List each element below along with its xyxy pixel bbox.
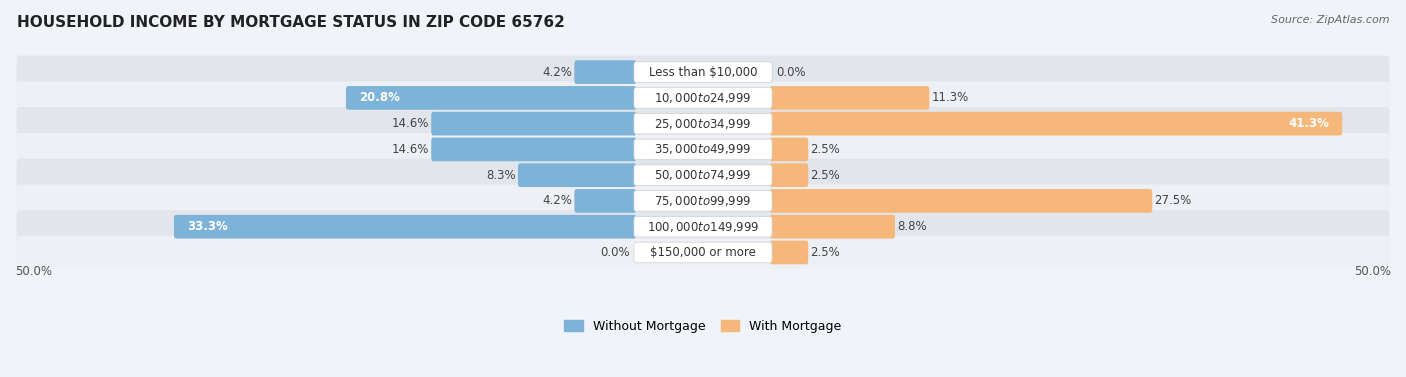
Text: $25,000 to $34,999: $25,000 to $34,999: [654, 116, 752, 131]
FancyBboxPatch shape: [769, 163, 808, 187]
FancyBboxPatch shape: [634, 62, 772, 83]
Text: $100,000 to $149,999: $100,000 to $149,999: [647, 220, 759, 234]
FancyBboxPatch shape: [174, 215, 637, 239]
FancyBboxPatch shape: [769, 189, 1153, 213]
Text: $10,000 to $24,999: $10,000 to $24,999: [654, 91, 752, 105]
FancyBboxPatch shape: [634, 87, 772, 108]
Text: HOUSEHOLD INCOME BY MORTGAGE STATUS IN ZIP CODE 65762: HOUSEHOLD INCOME BY MORTGAGE STATUS IN Z…: [17, 15, 565, 30]
FancyBboxPatch shape: [17, 81, 1389, 114]
FancyBboxPatch shape: [769, 241, 808, 264]
FancyBboxPatch shape: [17, 107, 1389, 140]
Text: $150,000 or more: $150,000 or more: [650, 246, 756, 259]
Text: 0.0%: 0.0%: [776, 66, 806, 79]
FancyBboxPatch shape: [346, 86, 637, 110]
FancyBboxPatch shape: [634, 113, 772, 134]
FancyBboxPatch shape: [17, 133, 1389, 166]
FancyBboxPatch shape: [769, 112, 1343, 135]
Text: 4.2%: 4.2%: [543, 195, 572, 207]
Text: Source: ZipAtlas.com: Source: ZipAtlas.com: [1271, 15, 1389, 25]
FancyBboxPatch shape: [432, 112, 637, 135]
Text: $75,000 to $99,999: $75,000 to $99,999: [654, 194, 752, 208]
FancyBboxPatch shape: [634, 191, 772, 211]
Text: 20.8%: 20.8%: [359, 91, 399, 104]
Text: 2.5%: 2.5%: [810, 246, 839, 259]
Text: 4.2%: 4.2%: [543, 66, 572, 79]
Text: 8.3%: 8.3%: [486, 169, 516, 182]
Text: 0.0%: 0.0%: [600, 246, 630, 259]
FancyBboxPatch shape: [769, 86, 929, 110]
Text: $35,000 to $49,999: $35,000 to $49,999: [654, 143, 752, 156]
FancyBboxPatch shape: [574, 189, 637, 213]
FancyBboxPatch shape: [17, 210, 1389, 243]
FancyBboxPatch shape: [634, 242, 772, 263]
Text: 50.0%: 50.0%: [1354, 265, 1391, 278]
FancyBboxPatch shape: [769, 138, 808, 161]
FancyBboxPatch shape: [769, 215, 896, 239]
Text: 41.3%: 41.3%: [1288, 117, 1329, 130]
Text: 2.5%: 2.5%: [810, 169, 839, 182]
Text: Less than $10,000: Less than $10,000: [648, 66, 758, 79]
Text: 14.6%: 14.6%: [392, 143, 429, 156]
Legend: Without Mortgage, With Mortgage: Without Mortgage, With Mortgage: [564, 320, 842, 333]
FancyBboxPatch shape: [17, 56, 1389, 89]
FancyBboxPatch shape: [432, 138, 637, 161]
Text: 8.8%: 8.8%: [897, 220, 927, 233]
FancyBboxPatch shape: [574, 60, 637, 84]
Text: 14.6%: 14.6%: [392, 117, 429, 130]
Text: 27.5%: 27.5%: [1154, 195, 1191, 207]
FancyBboxPatch shape: [517, 163, 637, 187]
Text: 33.3%: 33.3%: [187, 220, 228, 233]
Text: $50,000 to $74,999: $50,000 to $74,999: [654, 168, 752, 182]
FancyBboxPatch shape: [17, 159, 1389, 192]
FancyBboxPatch shape: [634, 139, 772, 160]
FancyBboxPatch shape: [17, 184, 1389, 218]
Text: 11.3%: 11.3%: [931, 91, 969, 104]
Text: 2.5%: 2.5%: [810, 143, 839, 156]
FancyBboxPatch shape: [634, 165, 772, 185]
Text: 50.0%: 50.0%: [15, 265, 52, 278]
FancyBboxPatch shape: [17, 236, 1389, 269]
FancyBboxPatch shape: [634, 216, 772, 237]
